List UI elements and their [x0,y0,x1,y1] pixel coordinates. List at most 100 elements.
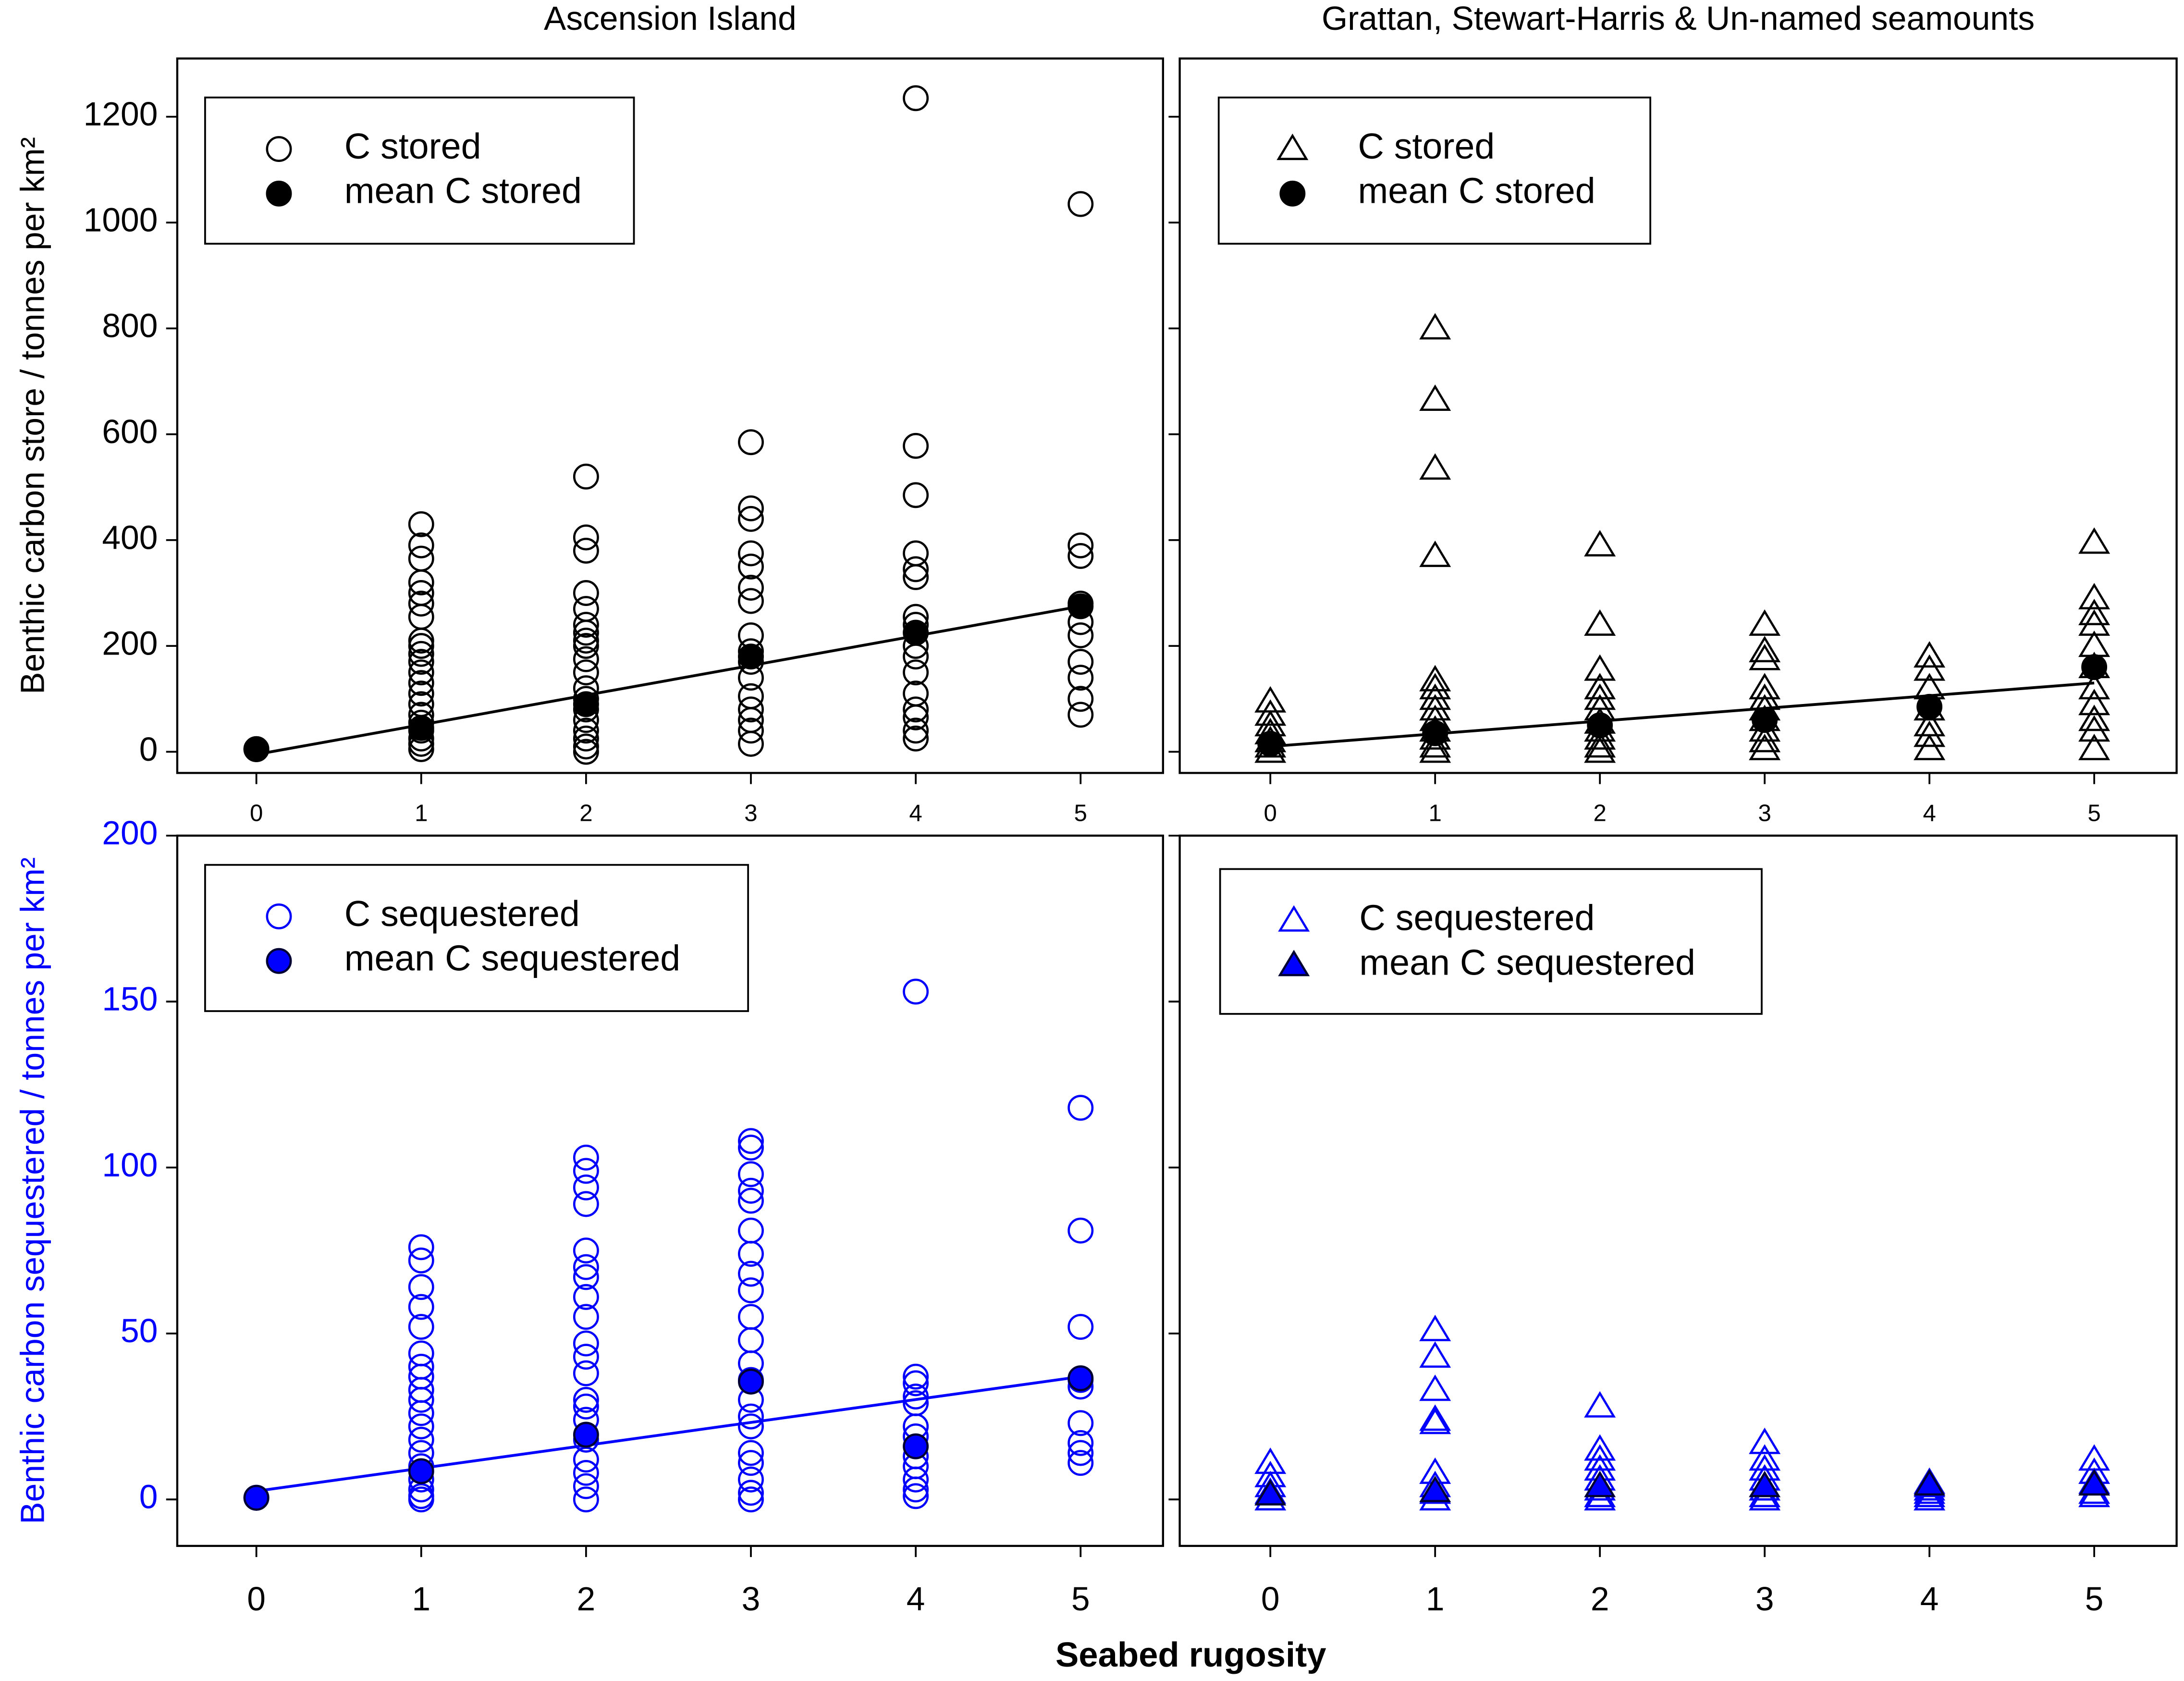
y-tick-label: 800 [102,307,158,345]
circle-marker [903,482,929,508]
circle-marker [1067,622,1094,649]
legend-box [204,96,635,245]
circle-marker [738,1187,764,1214]
triangle-marker [1419,453,1451,480]
plot-frame [176,57,1164,774]
circle-marker [903,1466,929,1493]
circle-marker [573,628,599,654]
triangle-marker [1914,1484,1946,1511]
triangle-marker [2078,689,2110,716]
circle-marker [408,628,434,654]
triangle-marker [1419,731,1451,758]
triangle-marker [1914,720,1946,747]
y-tick-label: 150 [102,980,158,1018]
circle-marker [1067,702,1094,728]
triangle-marker [1749,1444,1781,1471]
triangle-marker [2078,673,2110,700]
triangle-marker [2078,705,2110,731]
x-tick-label: 1 [1429,800,1442,826]
triangle-marker [1749,636,1781,663]
circle-marker [903,564,929,590]
circle-marker [903,717,929,744]
triangle-marker [1749,726,1781,753]
circle-marker [573,1446,599,1473]
circle-marker [573,1387,599,1413]
circle-marker [738,1486,764,1513]
circle-marker [573,463,599,490]
circle-marker [573,1459,599,1486]
triangle-marker [2078,1469,2110,1496]
x-tick-label: 1 [1426,1580,1445,1618]
triangle-marker [1914,733,1946,760]
circle-marker [408,680,434,707]
circle-marker [1067,593,1094,619]
legend-box [204,864,749,1012]
circle-marker [738,1466,764,1493]
circle-marker [573,1421,599,1448]
plot-frame [1178,834,2178,1547]
circle-marker [573,1237,599,1264]
circle-marker [1916,693,1943,720]
circle-marker [408,649,434,675]
triangle-marker [2078,582,2110,609]
circle-marker [573,1330,599,1357]
y-tick-label: 200 [102,625,158,662]
circle-marker [408,1400,434,1426]
triangle-marker [1419,313,1451,340]
circle-marker [738,1413,764,1440]
x-tick-label: 4 [907,1580,925,1618]
circle-marker [738,1177,764,1204]
circle-marker [903,1483,929,1509]
legend-marker [266,948,292,974]
circle-marker [573,1360,599,1386]
triangle-marker [1914,654,1946,681]
triangle-marker [1749,1471,1781,1497]
triangle-marker [1749,733,1781,760]
circle-marker [408,1294,434,1320]
circle-marker [243,736,270,762]
circle-marker [1067,1430,1094,1456]
triangle-marker [2078,715,2110,742]
circle-marker [738,1128,764,1154]
triangle-marker [1584,1484,1616,1511]
triangle-marker [1254,1479,1287,1506]
x-tick-label: 3 [1755,1580,1774,1618]
circle-marker [738,1403,764,1430]
y-tick-label: 0 [139,730,158,768]
triangle-marker [1584,609,1616,636]
circle-marker [903,659,929,686]
circle-marker [408,532,434,558]
legend-marker [1278,950,1310,976]
triangle-marker [1584,1471,1616,1497]
circle-marker [1067,532,1094,558]
circle-marker [738,1241,764,1267]
x-tick-label: 1 [412,1580,430,1618]
circle-marker [738,1261,764,1287]
legend-marker [1276,134,1309,161]
circle-marker [408,1387,434,1413]
triangle-marker [1584,731,1616,758]
circle-marker [903,1363,929,1390]
triangle-marker [1914,641,1946,668]
circle-marker [408,1274,434,1300]
circle-marker [408,1486,434,1513]
circle-marker [1067,1095,1094,1121]
circle-marker [903,619,929,646]
triangle-marker [2078,733,2110,760]
circle-marker [2081,654,2108,680]
circle-marker [738,588,764,614]
triangle-marker [1419,1475,1451,1502]
triangle-marker [1749,1484,1781,1511]
panel-title: Grattan, Stewart-Harris & Un-named seamo… [1322,0,2035,37]
x-tick-label: 2 [579,800,592,826]
legend-marker [266,136,292,162]
circle-marker [1067,1365,1094,1392]
plot-frame [176,834,1164,1547]
circle-marker [903,704,929,730]
legend-label: C stored [1358,126,1495,166]
circle-marker [408,670,434,696]
circle-marker [1067,543,1094,569]
triangle-marker [1914,1469,1946,1496]
circle-marker [408,569,434,595]
